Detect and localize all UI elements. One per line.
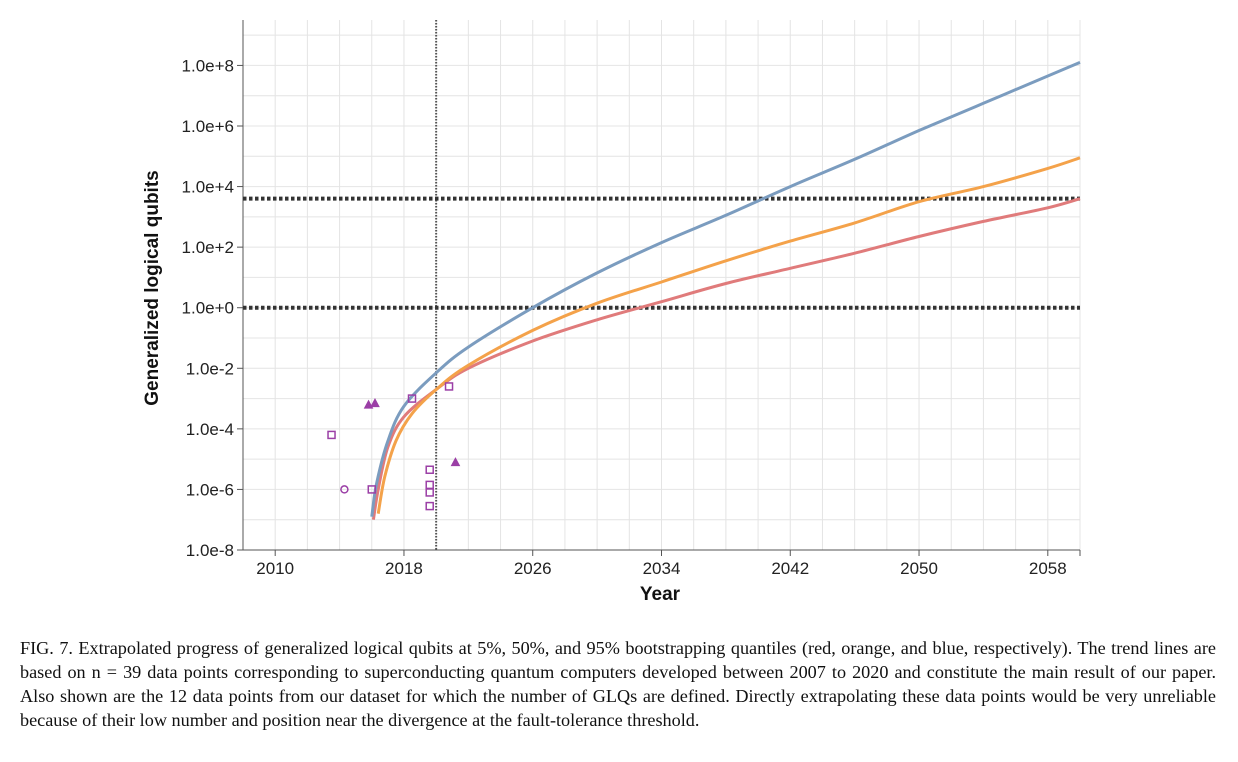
threshold-lines [243, 196, 1080, 310]
data-marker-square [367, 485, 377, 494]
data-marker-square [425, 488, 434, 497]
x-tick-label: 2034 [643, 559, 681, 578]
grid [242, 20, 1081, 551]
series-lines [370, 61, 1081, 520]
data-marker-triangle [370, 398, 380, 408]
y-tick-label: 1.0e+0 [182, 299, 234, 318]
data-marker-square [425, 480, 434, 490]
x-tick-label: 2042 [771, 559, 809, 578]
chart: 1.0e-8 1.0e-6 1.0e-4 1.0e-2 1.0e+0 1.0e+2 1.0e… [142, 20, 1081, 605]
series-line-blue [370, 61, 1081, 517]
series-line-orange [376, 156, 1081, 514]
x-tick-label: 2018 [385, 559, 423, 578]
y-axis-ticks: 1.0e-8 1.0e-6 1.0e-4 1.0e-2 1.0e+0 1.0e+2 1.0e… [182, 56, 243, 560]
y-axis-title: Generalized logical qubits [142, 170, 163, 405]
data-marker-triangle [450, 457, 461, 467]
x-axis-title: Year [640, 584, 681, 605]
x-tick-label: 2058 [1029, 559, 1067, 578]
figure-caption: FIG. 7. Extrapolated progress of general… [20, 638, 1216, 730]
y-tick-label: 1.0e+8 [182, 56, 234, 75]
data-marker-square [407, 394, 417, 403]
y-tick-label: 1.0e+2 [182, 238, 234, 257]
series-line-red [371, 197, 1081, 520]
y-tick-label: 1.0e-6 [186, 480, 234, 499]
x-tick-label: 2050 [900, 559, 938, 578]
y-tick-label: 1.0e-4 [186, 420, 234, 439]
x-tick-label: 2010 [256, 559, 294, 578]
y-tick-label: 1.0e-8 [186, 541, 234, 560]
data-marker-square [444, 382, 454, 391]
x-axis-ticks: 2010 2018 2026 2034 2042 2050 2058 [256, 550, 1067, 578]
data-marker-square [327, 430, 336, 440]
y-tick-label: 1.0e+6 [182, 117, 234, 136]
data-marker-square [425, 501, 434, 511]
y-tick-label: 1.0e+4 [182, 178, 234, 197]
data-marker-triangle [363, 399, 374, 409]
markers [327, 382, 461, 511]
data-marker-circle [340, 485, 349, 494]
data-marker-square [425, 465, 434, 474]
x-tick-label: 2026 [514, 559, 552, 578]
y-tick-label: 1.0e-2 [186, 359, 234, 378]
